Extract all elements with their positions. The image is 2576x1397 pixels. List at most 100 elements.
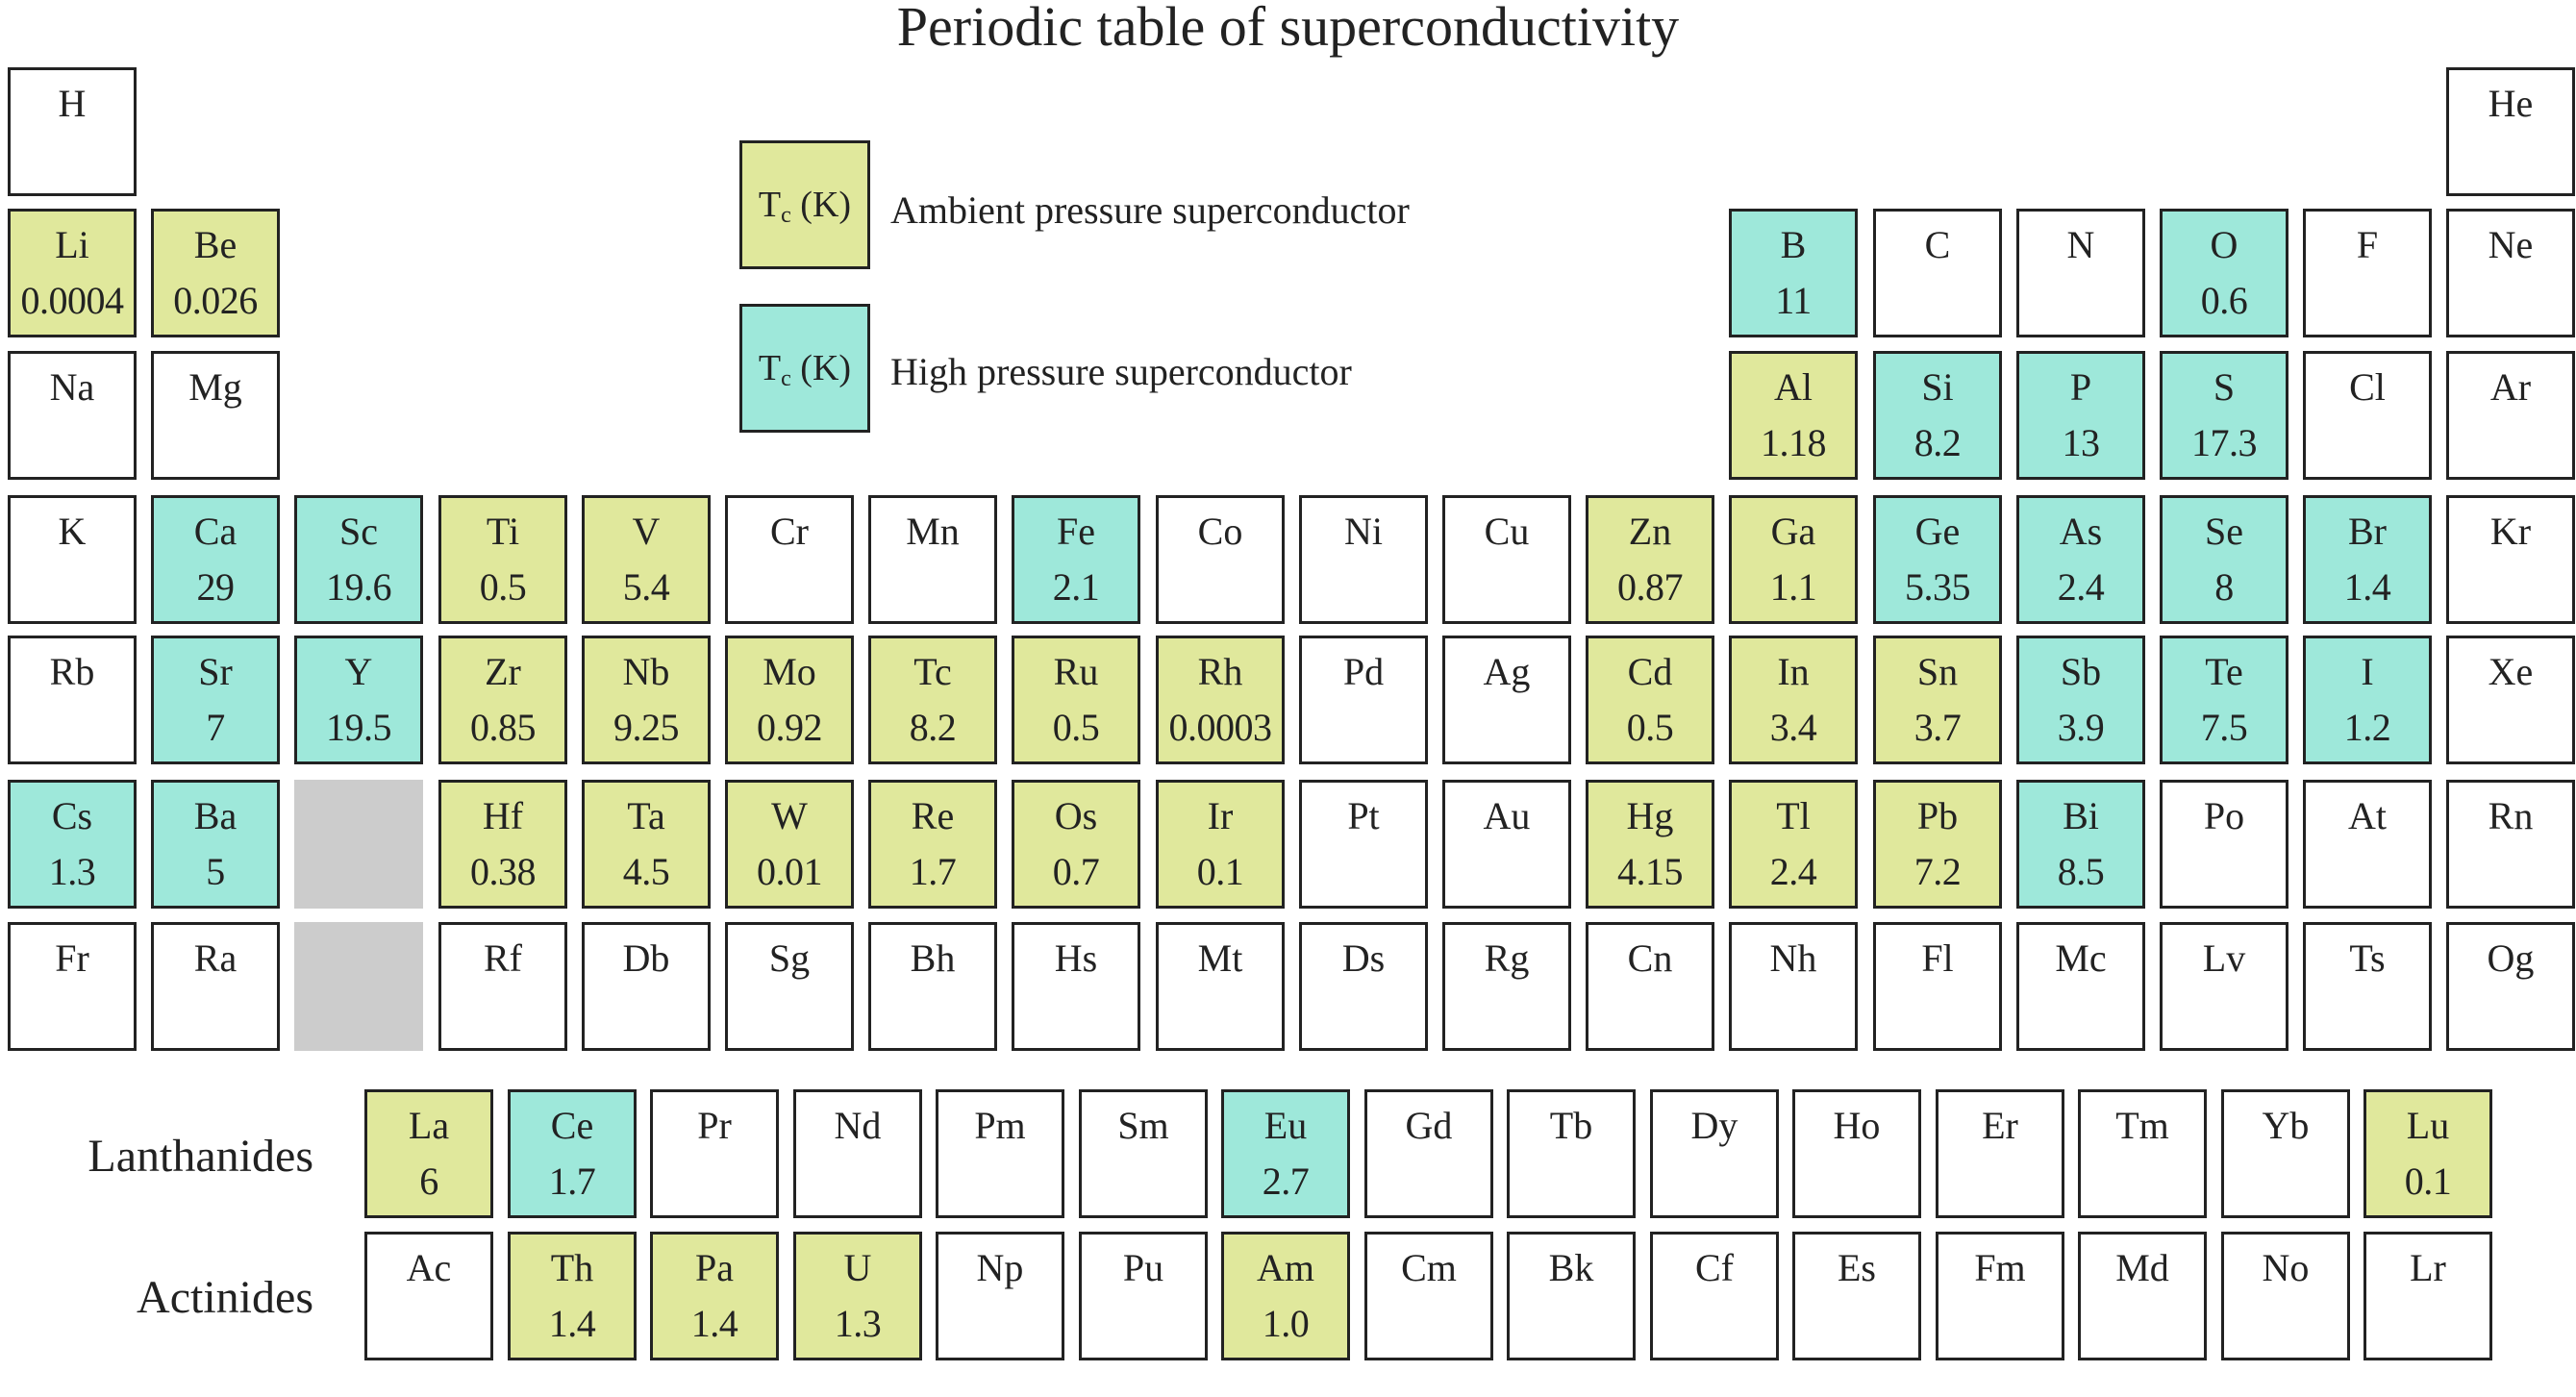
element-cell-nb: Nb 9.25	[582, 636, 711, 764]
element-symbol: Zr	[485, 650, 521, 693]
element-tc-value: 7	[206, 706, 225, 749]
element-symbol: Ti	[486, 510, 520, 553]
element-cell-ru: Ru 0.5	[1012, 636, 1140, 764]
element-cell-sb: Sb 3.9	[2016, 636, 2145, 764]
element-cell-sm: Sm	[1079, 1089, 1208, 1218]
element-cell-dy: Dy	[1650, 1089, 1779, 1218]
element-symbol: P	[2069, 365, 2092, 409]
element-tc-value: 1.0	[1262, 1302, 1310, 1345]
element-symbol: Rb	[49, 650, 95, 693]
element-symbol: Sc	[339, 510, 378, 553]
element-symbol: Pb	[1916, 794, 1959, 837]
element-cell-in: In 3.4	[1729, 636, 1858, 764]
element-cell-mn: Mn	[868, 495, 997, 624]
element-symbol: Fr	[55, 936, 89, 980]
element-symbol: Og	[2487, 936, 2535, 980]
element-cell-lr: Lr	[2363, 1232, 2492, 1360]
element-cell-cn: Cn	[1586, 922, 1714, 1051]
element-tc-value: 1.2	[2343, 706, 2391, 749]
element-tc-value: 0.0003	[1168, 706, 1273, 749]
element-tc-value: 1.7	[548, 1160, 596, 1203]
element-symbol: U	[843, 1246, 872, 1289]
lanthanides-label: Lanthanides	[88, 1131, 313, 1182]
element-symbol: Tl	[1776, 794, 1811, 837]
element-symbol: Yb	[2262, 1104, 2310, 1147]
page-title: Periodic table of superconductivity	[896, 0, 1680, 58]
element-cell-rg: Rg	[1442, 922, 1571, 1051]
element-symbol: Th	[550, 1246, 594, 1289]
element-symbol: Sr	[198, 650, 233, 693]
element-symbol: Er	[1982, 1104, 2018, 1147]
element-cell-fm: Fm	[1936, 1232, 2064, 1360]
element-tc-value: 17.3	[2191, 421, 2258, 464]
element-symbol: Dy	[1690, 1104, 1738, 1147]
legend-high-pressure-tc-subscript: c	[781, 366, 791, 391]
element-cell-c: C	[1873, 209, 2002, 337]
element-tc-value: 6	[419, 1160, 438, 1203]
element-cell-si: Si 8.2	[1873, 351, 2002, 480]
element-cell-th: Th 1.4	[508, 1232, 637, 1360]
element-symbol: Ts	[2349, 936, 2386, 980]
element-cell-w: W 0.01	[725, 780, 854, 909]
element-cell-se: Se 8	[2160, 495, 2288, 624]
legend-ambient-tc-unit: (K)	[790, 185, 852, 225]
element-cell-ba: Ba 5	[151, 780, 280, 909]
element-tc-value: 8	[2214, 565, 2234, 609]
element-cell-br: Br 1.4	[2303, 495, 2432, 624]
element-cell-cd: Cd 0.5	[1586, 636, 1714, 764]
element-cell-md: Md	[2078, 1232, 2207, 1360]
element-cell-s: S 17.3	[2160, 351, 2288, 480]
element-cell-at: At	[2303, 780, 2432, 909]
element-cell-tc: Tc 8.2	[868, 636, 997, 764]
element-cell-pr: Pr	[650, 1089, 779, 1218]
element-tc-value: 4.5	[622, 850, 670, 893]
element-symbol: Ar	[2489, 365, 2532, 409]
element-cell-ra: Ra	[151, 922, 280, 1051]
element-cell-bh: Bh	[868, 922, 997, 1051]
element-cell-cs: Cs 1.3	[8, 780, 137, 909]
element-symbol: Si	[1921, 365, 1954, 409]
element-symbol: Tb	[1549, 1104, 1593, 1147]
element-symbol: Br	[2348, 510, 2387, 553]
element-cell-ce: Ce 1.7	[508, 1089, 637, 1218]
element-tc-value: 8.2	[909, 706, 957, 749]
element-cell-np: Np	[936, 1232, 1064, 1360]
element-symbol: Tc	[913, 650, 952, 693]
f-block-placeholder	[294, 922, 423, 1051]
legend-high-pressure-swatch: Tc (K)	[739, 304, 870, 433]
element-cell-ge: Ge 5.35	[1873, 495, 2002, 624]
element-tc-value: 0.7	[1052, 850, 1100, 893]
element-symbol: Es	[1838, 1246, 1876, 1289]
element-symbol: I	[2361, 650, 2374, 693]
legend-ambient-label: Ambient pressure superconductor	[890, 188, 1410, 232]
element-symbol: Te	[2205, 650, 2243, 693]
element-symbol: Mn	[906, 510, 960, 553]
element-symbol: Xe	[2488, 650, 2534, 693]
element-cell-tm: Tm	[2078, 1089, 2207, 1218]
element-cell-ho: Ho	[1792, 1089, 1921, 1218]
element-cell-pd: Pd	[1299, 636, 1428, 764]
element-cell-k: K	[8, 495, 137, 624]
element-cell-mo: Mo 0.92	[725, 636, 854, 764]
element-cell-f: F	[2303, 209, 2432, 337]
element-symbol: F	[2356, 223, 2379, 266]
element-symbol: Tm	[2115, 1104, 2169, 1147]
element-cell-xe: Xe	[2446, 636, 2575, 764]
element-symbol: Po	[2203, 794, 2245, 837]
element-cell-v: V 5.4	[582, 495, 711, 624]
element-cell-es: Es	[1792, 1232, 1921, 1360]
element-tc-value: 0.92	[757, 706, 823, 749]
element-tc-value: 5.35	[1905, 565, 1971, 609]
element-symbol: Cl	[2349, 365, 2386, 409]
element-cell-ir: Ir 0.1	[1156, 780, 1285, 909]
element-tc-value: 19.6	[326, 565, 392, 609]
element-tc-value: 0.6	[2200, 279, 2248, 322]
element-cell-ca: Ca 29	[151, 495, 280, 624]
element-symbol: Ru	[1053, 650, 1099, 693]
element-tc-value: 1.18	[1761, 421, 1827, 464]
legend-high-pressure-tc-symbol: T	[758, 348, 782, 388]
element-symbol: H	[58, 82, 87, 125]
element-tc-value: 0.5	[479, 565, 527, 609]
element-tc-value: 9.25	[613, 706, 680, 749]
